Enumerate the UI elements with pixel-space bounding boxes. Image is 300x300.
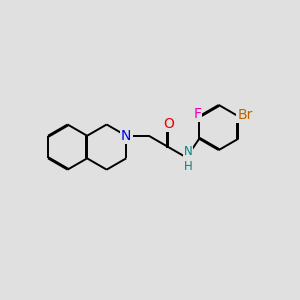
Text: N: N (121, 129, 131, 143)
Text: N
H: N H (184, 145, 192, 173)
Text: F: F (193, 107, 201, 121)
Text: Br: Br (237, 108, 253, 122)
Text: O: O (163, 116, 174, 130)
